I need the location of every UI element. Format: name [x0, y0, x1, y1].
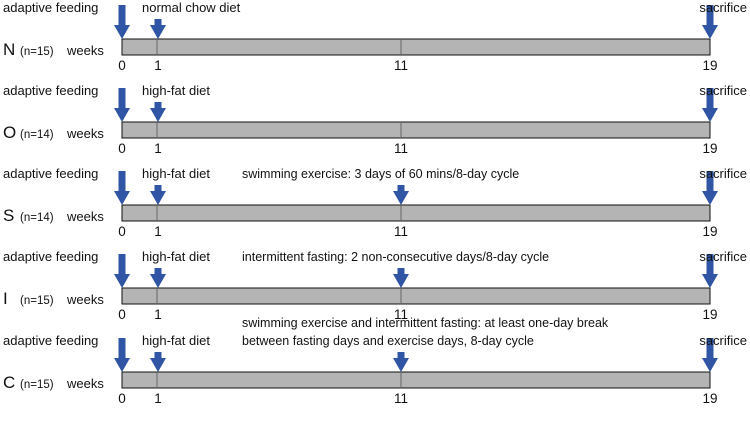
adaptive-feeding-label: adaptive feeding — [3, 333, 98, 348]
sacrifice-label: sacrifice — [699, 249, 747, 264]
timeline-bar — [121, 371, 711, 389]
week-tick-label: 0 — [118, 58, 126, 73]
diet-start-arrow — [150, 268, 166, 288]
diet-start-arrow — [150, 19, 166, 39]
intervention-note-line: between fasting days and exercise days, … — [242, 334, 534, 348]
diet-label: high-fat diet — [142, 166, 210, 181]
diet-label: normal chow diet — [142, 0, 241, 15]
week-tick-label: 19 — [702, 307, 717, 322]
timeline-group-i: adaptive feeding high-fat diet sacrifice in… — [3, 249, 747, 322]
week-tick-label: 0 — [118, 391, 126, 406]
adaptive-feeding-label: adaptive feeding — [3, 83, 98, 98]
week-tick-label: 19 — [702, 224, 717, 239]
diet-start-arrow — [150, 185, 166, 205]
week-tick-label: 0 — [118, 307, 126, 322]
sacrifice-arrow — [702, 254, 718, 288]
timeline-bar — [121, 121, 711, 139]
intervention-arrow — [393, 268, 409, 288]
sacrifice-label: sacrifice — [699, 166, 747, 181]
group-sample-size: (n=14) — [20, 129, 54, 141]
sacrifice-label: sacrifice — [699, 83, 747, 98]
week-tick-label: 0 — [118, 224, 126, 239]
adaptive-feeding-arrow — [114, 5, 130, 39]
week-tick-label: 11 — [394, 224, 408, 239]
intervention-note: swimming exercise: 3 days of 60 mins/8-d… — [242, 167, 519, 181]
weeks-label: weeks — [66, 126, 104, 141]
week-tick-label: 11 — [394, 391, 408, 406]
diet-start-arrow — [150, 102, 166, 122]
week-tick-label: 0 — [118, 141, 126, 156]
group-sample-size: (n=15) — [20, 295, 54, 307]
adaptive-feeding-label: adaptive feeding — [3, 166, 98, 181]
adaptive-feeding-arrow — [114, 88, 130, 122]
week-tick-label: 11 — [394, 58, 408, 73]
diet-start-arrow — [150, 352, 166, 372]
diet-label: high-fat diet — [142, 249, 210, 264]
intervention-note: intermittent fasting: 2 non-consecutive … — [242, 250, 549, 264]
timeline-group-s: adaptive feeding high-fat diet sacrifice sw… — [3, 166, 747, 239]
timeline-bar — [121, 204, 711, 222]
timeline-bar — [121, 287, 711, 305]
group-sample-size: (n=14) — [20, 212, 54, 224]
week-tick-label: 1 — [154, 224, 162, 239]
sacrifice-label: sacrifice — [699, 0, 747, 15]
intervention-arrow — [393, 352, 409, 372]
weeks-label: weeks — [66, 292, 104, 307]
timeline-bar — [121, 38, 711, 56]
adaptive-feeding-label: adaptive feeding — [3, 0, 98, 15]
diet-label: high-fat diet — [142, 333, 210, 348]
weeks-label: weeks — [66, 209, 104, 224]
timeline-group-o: adaptive feeding high-fat diet sacrifice O (… — [3, 83, 747, 156]
group-code: I — [3, 289, 8, 308]
intervention-note-line: swimming exercise and intermittent fasti… — [242, 316, 609, 330]
group-code: O — [3, 123, 16, 142]
week-tick-label: 1 — [154, 391, 162, 406]
week-tick-label: 19 — [702, 141, 717, 156]
weeks-label: weeks — [66, 43, 104, 58]
week-tick-label: 19 — [702, 391, 717, 406]
group-sample-size: (n=15) — [20, 379, 54, 391]
adaptive-feeding-arrow — [114, 338, 130, 372]
week-tick-label: 19 — [702, 58, 717, 73]
group-code: C — [3, 373, 15, 392]
week-tick-label: 11 — [394, 307, 408, 322]
sacrifice-arrow — [702, 171, 718, 205]
intervention-arrow — [393, 185, 409, 205]
adaptive-feeding-arrow — [114, 254, 130, 288]
weeks-label: weeks — [66, 376, 104, 391]
week-tick-label: 1 — [154, 58, 162, 73]
sacrifice-label: sacrifice — [699, 333, 747, 348]
timeline-group-c: adaptive feeding high-fat diet sacrifice sw… — [3, 316, 747, 406]
diet-label: high-fat diet — [142, 83, 210, 98]
group-sample-size: (n=15) — [20, 46, 54, 58]
group-code: N — [3, 40, 15, 59]
sacrifice-arrow — [702, 5, 718, 39]
adaptive-feeding-arrow — [114, 171, 130, 205]
group-code: S — [3, 206, 14, 225]
sacrifice-arrow — [702, 338, 718, 372]
sacrifice-arrow — [702, 88, 718, 122]
week-tick-label: 11 — [394, 141, 408, 156]
timeline-group-n: adaptive feeding normal chow diet sacrific… — [3, 0, 747, 73]
week-tick-label: 1 — [154, 141, 162, 156]
adaptive-feeding-label: adaptive feeding — [3, 249, 98, 264]
week-tick-label: 1 — [154, 307, 162, 322]
